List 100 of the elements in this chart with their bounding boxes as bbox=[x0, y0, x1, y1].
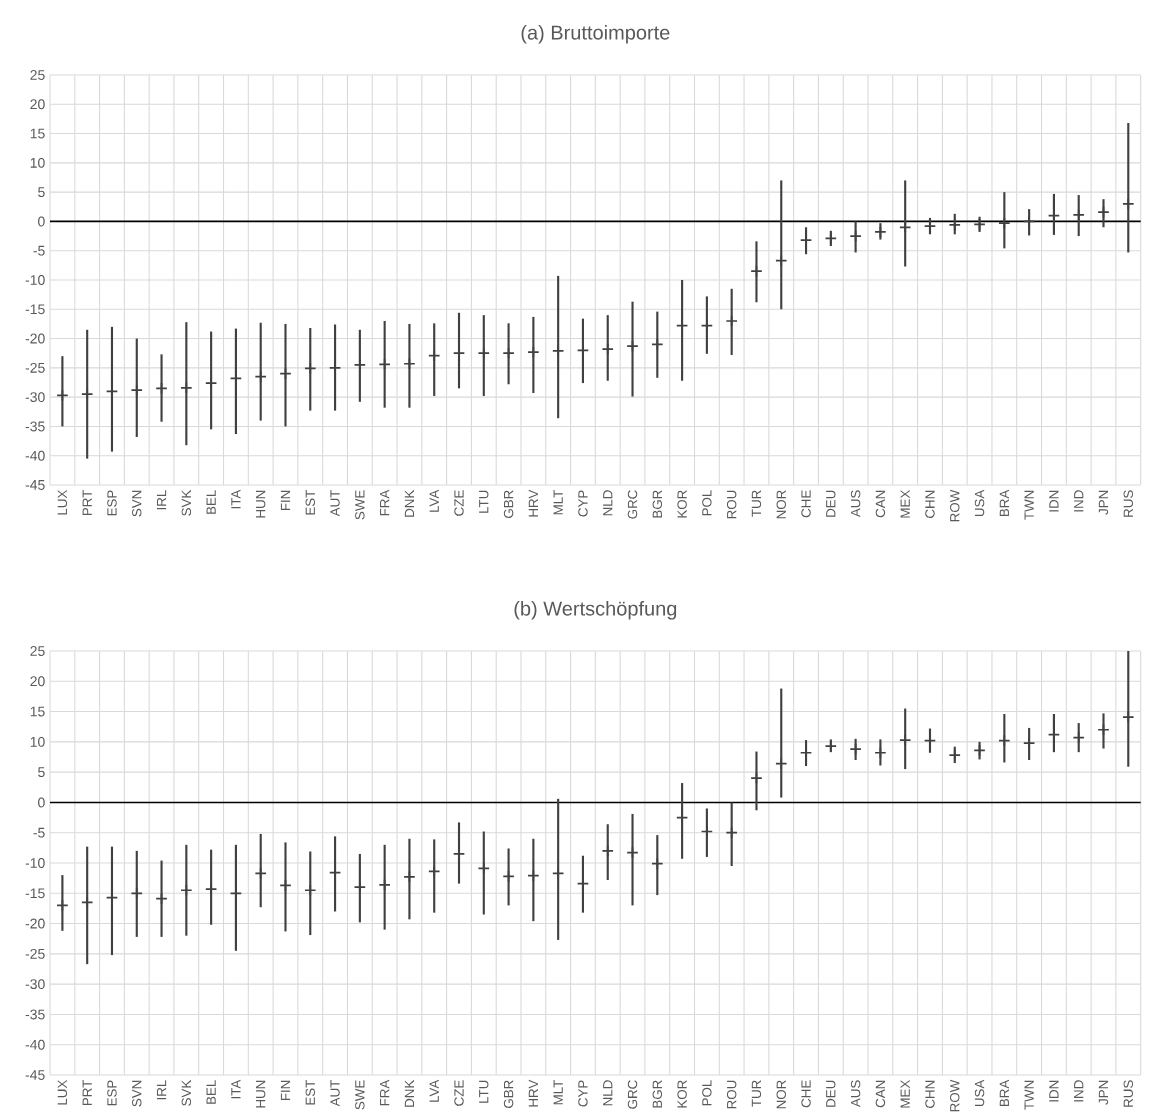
x-tick-label: POL bbox=[702, 490, 712, 516]
y-tick-label: -35 bbox=[25, 1009, 45, 1020]
x-tick-label: JPN bbox=[1098, 1080, 1109, 1105]
x-tick-label: USA bbox=[974, 489, 985, 517]
y-tick-label: -40 bbox=[25, 450, 45, 461]
x-tick-label: PRT bbox=[82, 1080, 92, 1106]
y-tick-label: -15 bbox=[25, 888, 45, 899]
chart-title: (a) Bruttoimporte bbox=[521, 24, 670, 44]
x-tick-label: EST bbox=[305, 1080, 315, 1105]
y-tick-label: -25 bbox=[25, 948, 45, 959]
x-tick-label: GBR bbox=[503, 490, 514, 518]
x-tick-label: BEL bbox=[206, 1080, 216, 1104]
x-tick-label: IDN bbox=[1049, 490, 1059, 512]
y-tick-label: -45 bbox=[25, 1070, 45, 1080]
x-tick-label: IND bbox=[1074, 490, 1084, 512]
x-tick-label: TUR bbox=[751, 490, 762, 517]
x-tick-label: LUX bbox=[57, 1079, 68, 1105]
y-tick-label: -20 bbox=[25, 918, 45, 929]
x-tick-label: TWN bbox=[1024, 1080, 1034, 1110]
x-tick-label: ROU bbox=[726, 1080, 737, 1109]
y-tick-label: -25 bbox=[25, 362, 45, 373]
x-tick-label: LTU bbox=[479, 1080, 489, 1103]
x-tick-label: JPN bbox=[1098, 490, 1109, 515]
y-tick-label: -35 bbox=[25, 421, 45, 432]
y-tick-label: 10 bbox=[30, 736, 45, 747]
y-tick-label: -45 bbox=[25, 480, 45, 490]
x-tick-label: SWE bbox=[355, 1080, 365, 1110]
y-tick-label: 10 bbox=[30, 157, 45, 168]
x-tick-label: NLD bbox=[603, 1080, 613, 1106]
x-tick-label: NLD bbox=[603, 490, 613, 516]
x-tick-label: RUS bbox=[1123, 1080, 1133, 1107]
y-tick-label: -20 bbox=[25, 333, 45, 344]
x-tick-label: LVA bbox=[429, 1079, 439, 1102]
x-tick-label: SWE bbox=[355, 490, 365, 520]
x-tick-label: SVK bbox=[181, 1079, 192, 1106]
x-tick-label: HRV bbox=[528, 1079, 538, 1107]
y-tick-label: 5 bbox=[38, 187, 45, 198]
x-tick-label: AUS bbox=[850, 490, 861, 518]
x-tick-label: CYP bbox=[578, 1080, 588, 1107]
x-tick-label: IRL bbox=[156, 1080, 167, 1100]
x-tick-label: DNK bbox=[404, 1079, 415, 1107]
x-tick-label: AUT bbox=[330, 490, 340, 517]
x-tick-label: LTU bbox=[479, 490, 489, 513]
x-tick-label: POL bbox=[702, 1080, 712, 1106]
y-tick-label: 20 bbox=[30, 676, 45, 687]
x-tick-label: BEL bbox=[206, 490, 216, 514]
x-tick-label: LVA bbox=[429, 489, 439, 512]
x-tick-label: BGR bbox=[652, 1080, 663, 1108]
x-tick-label: CZE bbox=[454, 490, 464, 516]
x-tick-label: GRC bbox=[627, 490, 638, 519]
x-tick-label: CAN bbox=[875, 1080, 886, 1108]
x-tick-label: ROU bbox=[726, 490, 737, 519]
x-tick-label: ITA bbox=[231, 1079, 241, 1099]
x-tick-label: FRA bbox=[380, 1079, 390, 1106]
x-tick-label: USA bbox=[974, 1079, 985, 1107]
x-tick-label: HUN bbox=[256, 490, 266, 518]
x-tick-label: DEU bbox=[826, 1080, 836, 1107]
y-tick-label: -30 bbox=[25, 392, 45, 403]
x-tick-label: BRA bbox=[999, 1079, 1009, 1107]
y-tick-label: 5 bbox=[38, 767, 45, 778]
x-tick-label: EST bbox=[305, 490, 315, 515]
x-tick-label: IRL bbox=[156, 490, 167, 510]
y-tick-label: 0 bbox=[38, 797, 45, 808]
x-tick-label: BRA bbox=[999, 489, 1009, 517]
y-tick-label: -5 bbox=[33, 827, 45, 838]
chart-title: (b) Wertschöpfung bbox=[514, 600, 677, 620]
y-tick-label: 25 bbox=[30, 646, 45, 656]
x-tick-label: MEX bbox=[900, 489, 910, 518]
x-tick-label: TUR bbox=[751, 1080, 762, 1107]
x-tick-label: MEX bbox=[900, 1079, 910, 1108]
y-tick-label: 15 bbox=[30, 706, 45, 717]
y-tick-label: 15 bbox=[30, 128, 45, 139]
y-tick-label: -15 bbox=[25, 304, 45, 315]
x-tick-label: KOR bbox=[677, 1080, 687, 1108]
x-tick-label: TWN bbox=[1024, 490, 1034, 520]
x-tick-label: CHN bbox=[925, 490, 935, 518]
x-tick-label: ROW bbox=[950, 489, 960, 522]
x-tick-label: IDN bbox=[1049, 1080, 1059, 1102]
x-tick-label: SVN bbox=[132, 490, 142, 517]
x-tick-label: MLT bbox=[553, 1080, 563, 1105]
x-tick-label: CHE bbox=[801, 1080, 811, 1108]
x-tick-label: ROW bbox=[950, 1079, 960, 1112]
x-tick-label: CHE bbox=[801, 490, 811, 518]
x-tick-label: PRT bbox=[82, 490, 92, 516]
y-tick-label: -40 bbox=[25, 1039, 45, 1050]
x-tick-label: NOR bbox=[776, 1080, 786, 1109]
y-tick-label: -10 bbox=[25, 858, 45, 868]
y-tick-label: -30 bbox=[25, 979, 45, 990]
x-tick-label: SVN bbox=[132, 1080, 142, 1107]
x-tick-label: GRC bbox=[627, 1080, 638, 1109]
x-tick-label: GBR bbox=[503, 1080, 514, 1108]
x-tick-label: HUN bbox=[256, 1080, 266, 1108]
x-tick-label: HRV bbox=[528, 489, 538, 517]
y-tick-label: 25 bbox=[30, 70, 45, 80]
x-tick-label: SVK bbox=[181, 489, 192, 516]
y-tick-label: 20 bbox=[30, 99, 45, 110]
x-tick-label: AUS bbox=[850, 1080, 861, 1108]
x-tick-label: ESP bbox=[107, 1080, 117, 1106]
x-tick-label: NOR bbox=[776, 490, 786, 519]
x-tick-label: FIN bbox=[280, 1080, 291, 1101]
